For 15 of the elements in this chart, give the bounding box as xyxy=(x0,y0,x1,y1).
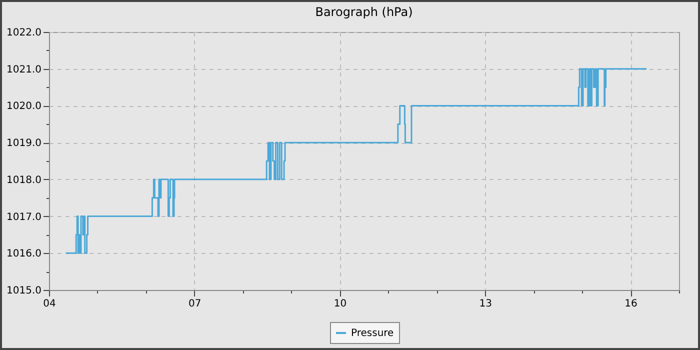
legend-label: Pressure xyxy=(351,328,394,339)
x-tick-label: 07 xyxy=(188,298,202,310)
x-tick-label: 16 xyxy=(624,298,638,310)
y-tick-label: 1015.0 xyxy=(6,286,42,296)
x-tick-label: 04 xyxy=(43,298,56,310)
y-tick-label: 1019.0 xyxy=(6,138,42,150)
y-tick-label: 1020.0 xyxy=(6,101,42,112)
y-tick-label: 1021.0 xyxy=(6,64,42,76)
y-tick-label: 1018.0 xyxy=(6,174,42,186)
y-tick-label: 1016.0 xyxy=(6,248,42,260)
y-tick-label: 1022.0 xyxy=(6,28,42,38)
x-tick-label: 10 xyxy=(334,298,347,310)
chart-title: Barograph (hPa) xyxy=(315,5,413,19)
y-tick-label: 1017.0 xyxy=(6,212,42,223)
x-tick-label: 13 xyxy=(479,298,492,310)
